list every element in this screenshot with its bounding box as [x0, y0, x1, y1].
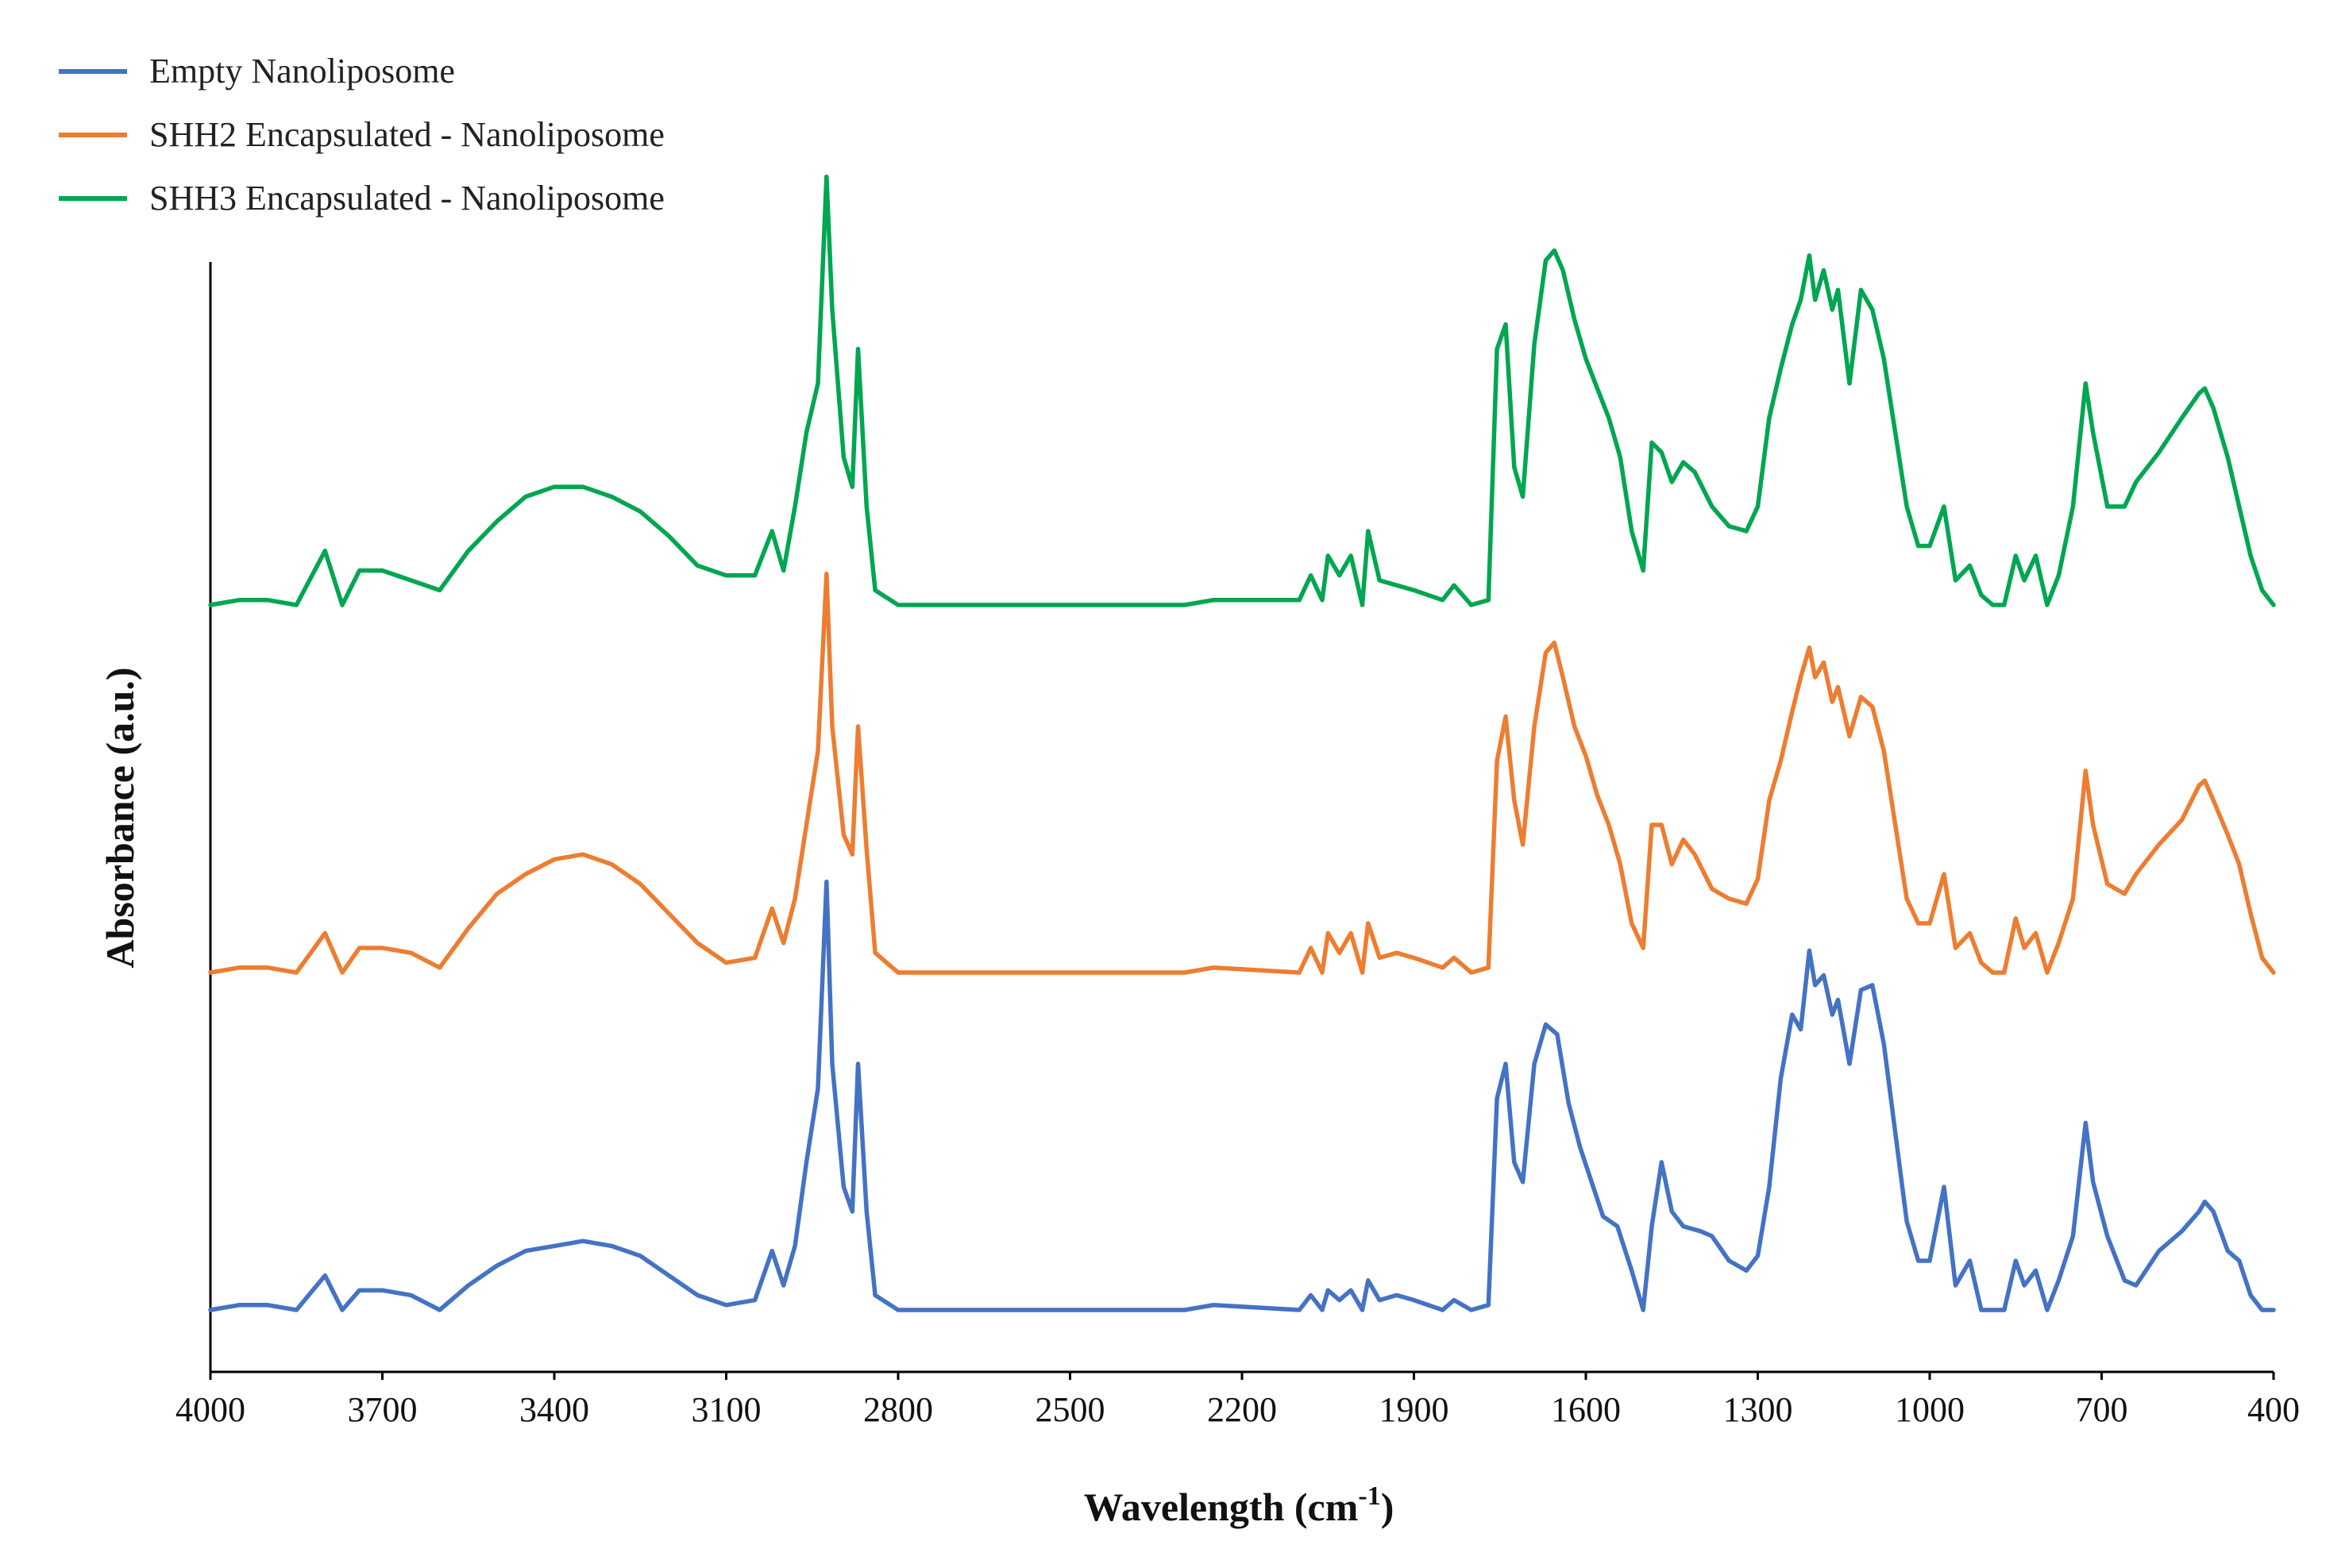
legend-label-empty: Empty Nanoliposome [149, 52, 455, 91]
x-tick-label: 3400 [519, 1390, 589, 1429]
x-axis-title-sup: -1 [1358, 1481, 1380, 1511]
x-tick-label: 2200 [1207, 1390, 1277, 1429]
x-axis-title-main: Wavelength (cm [1084, 1485, 1359, 1529]
x-tick-label: 3700 [348, 1390, 418, 1429]
series-line-1 [208, 572, 2276, 975]
x-tick-label: 1600 [1551, 1390, 1621, 1429]
chart-legend: Empty Nanoliposome SHH2 Encapsulated - N… [59, 52, 665, 218]
x-tick-label: 700 [2076, 1390, 2128, 1429]
x-tick-label: 1900 [1379, 1390, 1449, 1429]
x-axis-title-close: ) [1381, 1485, 1394, 1529]
x-tick-label: 1300 [1723, 1390, 1793, 1429]
series-line-2 [208, 174, 2276, 607]
series-lines [208, 174, 2276, 1312]
legend-label-shh3: SHH3 Encapsulated - Nanoliposome [149, 179, 665, 218]
series-line-0 [208, 879, 2276, 1312]
x-tick-label: 1000 [1895, 1390, 1965, 1429]
x-tick-label: 4000 [176, 1390, 245, 1429]
y-axis-title: Absorbance (a.u.) [98, 667, 142, 968]
x-tick-label: 400 [2247, 1390, 2300, 1429]
x-axis-ticks: 4000 3700 3400 3100 2800 2500 2200 1900 1600 1300… [176, 1372, 2300, 1429]
x-axis-title: Wavelength (cm-1) [1084, 1481, 1394, 1529]
x-tick-label: 3100 [692, 1390, 762, 1429]
x-tick-label: 2500 [1036, 1390, 1105, 1429]
x-tick-label: 2800 [863, 1390, 933, 1429]
legend-label-shh2: SHH2 Encapsulated - Nanoliposome [149, 115, 665, 154]
